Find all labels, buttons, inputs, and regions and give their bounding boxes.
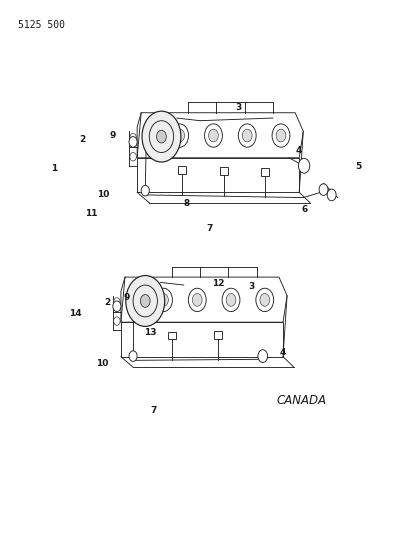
Circle shape — [258, 350, 268, 362]
Circle shape — [242, 129, 252, 142]
Circle shape — [129, 136, 137, 147]
Circle shape — [226, 294, 236, 306]
Text: 8: 8 — [184, 199, 190, 208]
Circle shape — [141, 185, 149, 196]
Circle shape — [113, 301, 121, 312]
Circle shape — [129, 351, 137, 361]
FancyBboxPatch shape — [168, 332, 175, 339]
Circle shape — [193, 294, 202, 306]
Circle shape — [126, 276, 165, 326]
Circle shape — [140, 295, 150, 308]
Text: 10: 10 — [96, 359, 108, 367]
Circle shape — [260, 294, 270, 306]
Circle shape — [298, 158, 310, 173]
Text: 5: 5 — [355, 163, 361, 171]
FancyBboxPatch shape — [214, 331, 222, 338]
Circle shape — [130, 152, 136, 161]
Text: 1: 1 — [51, 164, 57, 173]
Circle shape — [276, 129, 286, 142]
Text: 2: 2 — [79, 135, 86, 144]
Text: 4: 4 — [280, 348, 286, 357]
Text: 4: 4 — [296, 147, 302, 156]
Text: 3: 3 — [249, 282, 255, 291]
FancyBboxPatch shape — [261, 168, 269, 176]
Circle shape — [114, 317, 120, 325]
Circle shape — [130, 133, 136, 142]
Circle shape — [175, 129, 184, 142]
FancyBboxPatch shape — [177, 166, 186, 174]
Text: 7: 7 — [206, 224, 213, 233]
Text: 13: 13 — [144, 328, 157, 337]
Circle shape — [327, 189, 336, 201]
Text: 9: 9 — [110, 131, 116, 140]
Circle shape — [208, 129, 218, 142]
Text: 12: 12 — [212, 279, 224, 288]
Circle shape — [319, 184, 328, 196]
Circle shape — [159, 294, 169, 306]
Circle shape — [142, 111, 181, 162]
Circle shape — [157, 130, 166, 143]
Text: 7: 7 — [150, 406, 157, 415]
Text: 9: 9 — [123, 293, 129, 302]
Text: 11: 11 — [85, 209, 98, 218]
Text: 6: 6 — [302, 205, 308, 214]
Text: 2: 2 — [104, 298, 111, 307]
Text: 5125 500: 5125 500 — [18, 20, 64, 30]
Text: 14: 14 — [69, 309, 82, 318]
Circle shape — [114, 298, 120, 306]
Text: CANADA: CANADA — [276, 393, 326, 407]
FancyBboxPatch shape — [220, 167, 228, 175]
Text: 3: 3 — [235, 103, 242, 112]
Text: 10: 10 — [98, 190, 110, 199]
